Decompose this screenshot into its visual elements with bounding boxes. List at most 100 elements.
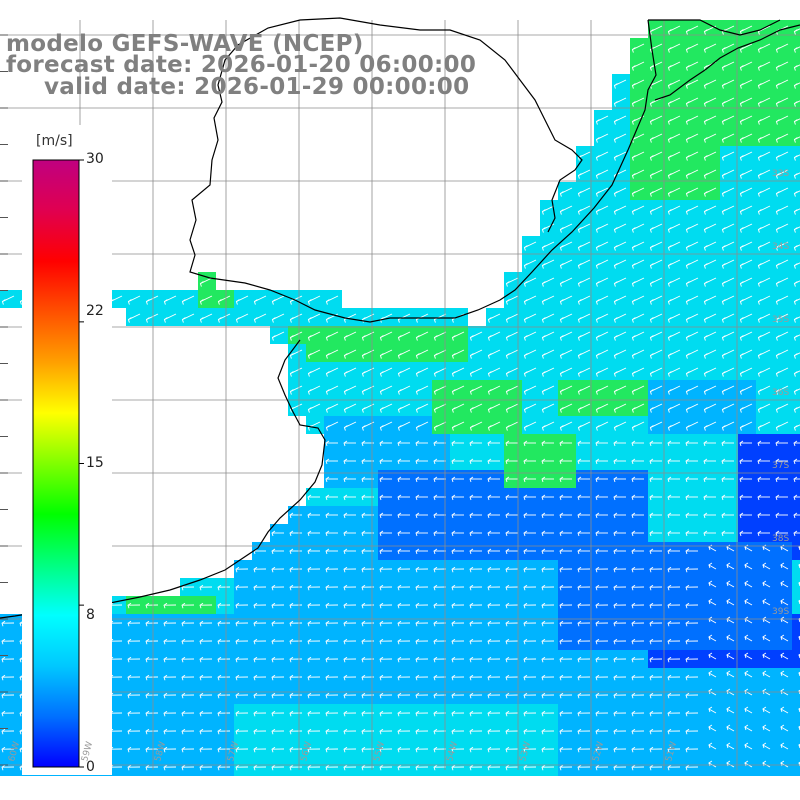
- wind-cell: [504, 272, 522, 290]
- wind-cell: [756, 650, 774, 668]
- wind-cell: [414, 326, 432, 344]
- wind-arrow-head: [397, 602, 402, 609]
- wind-cell: [432, 362, 450, 380]
- wind-arrow-head: [649, 656, 654, 663]
- wind-arrow-head: [181, 674, 186, 681]
- wind-arrow-head: [757, 47, 762, 53]
- wind-arrow-head: [433, 728, 438, 735]
- wind-arrow-head: [793, 512, 798, 519]
- wind-cell: [756, 722, 774, 740]
- wind-arrow-head: [217, 764, 222, 771]
- wind-cell: [702, 182, 720, 200]
- wind-cell: [288, 380, 306, 398]
- wind-arrow: [780, 708, 789, 714]
- wind-cell: [684, 362, 702, 380]
- wind-arrow-head: [361, 764, 366, 771]
- wind-cell: [720, 92, 738, 110]
- wind-arrow-head: [649, 566, 654, 573]
- wind-arrow: [744, 744, 753, 750]
- wind-arrow-head: [325, 299, 330, 305]
- wind-arrow-head: [343, 425, 348, 431]
- wind-cell: [630, 272, 648, 290]
- wind-cell: [504, 290, 522, 308]
- wind-arrow-head: [397, 656, 402, 663]
- wind-arrow-head: [523, 764, 528, 771]
- wind-cell: [594, 308, 612, 326]
- wind-arrow-head: [379, 584, 384, 591]
- wind-arrow-head: [595, 728, 600, 735]
- wind-arrow-head: [307, 407, 312, 413]
- wind-arrow-head: [379, 638, 384, 645]
- wind-cell: [702, 632, 720, 650]
- wind-arrow-head: [775, 458, 780, 465]
- wind-arrow-head: [685, 335, 690, 341]
- wind-arrow: [726, 636, 735, 642]
- wind-arrow-head: [649, 620, 654, 627]
- wind-arrow-head: [649, 389, 654, 395]
- wind-cell: [702, 200, 720, 218]
- wind-arrow-head: [577, 638, 582, 645]
- wind-arrow-head: [127, 299, 132, 305]
- wind-arrow: [744, 726, 753, 732]
- wind-arrow-head: [541, 566, 546, 573]
- wind-arrow-head: [379, 566, 384, 573]
- wind-arrow-head: [523, 425, 528, 431]
- wind-arrow: [744, 546, 753, 552]
- wind-arrow-head: [397, 620, 402, 627]
- wind-cell: [792, 632, 800, 650]
- wind-cell: [756, 218, 774, 236]
- wind-arrow-head: [703, 530, 708, 537]
- wind-arrow-head: [487, 620, 492, 627]
- wind-arrow-head: [613, 137, 618, 143]
- wind-cell: [720, 704, 738, 722]
- wind-arrow-head: [631, 566, 636, 573]
- wind-arrow-head: [145, 764, 150, 771]
- wind-cell: [522, 272, 540, 290]
- wind-cell: [774, 200, 792, 218]
- wind-cell: [558, 254, 576, 272]
- wind-cell: [630, 308, 648, 326]
- wind-arrow-head: [667, 155, 672, 161]
- wind-arrow-head: [721, 209, 726, 215]
- wind-cell: [576, 146, 594, 164]
- wind-arrow: [780, 564, 789, 570]
- wind-cell: [540, 362, 558, 380]
- wind-arrow-head: [739, 29, 744, 35]
- wind-arrow-head: [649, 746, 654, 753]
- wind-arrow-head: [505, 692, 510, 699]
- wind-arrow-head: [780, 742, 785, 749]
- wind-cell: [432, 326, 450, 344]
- wind-cell: [360, 308, 378, 326]
- wind-arrow: [762, 654, 771, 660]
- wind-cell: [630, 200, 648, 218]
- wind-arrow-head: [739, 299, 744, 305]
- wind-arrow-head: [649, 155, 654, 161]
- wind-arrow: [708, 618, 717, 624]
- wind-arrow-head: [685, 764, 690, 771]
- wind-arrow-head: [307, 764, 312, 771]
- wind-cell: [612, 218, 630, 236]
- wind-arrow-head: [667, 512, 672, 519]
- wind-cell: [792, 218, 800, 236]
- wind-arrow-head: [721, 101, 726, 107]
- wind-arrow-head: [721, 83, 726, 89]
- wind-arrow-head: [649, 530, 654, 537]
- wind-cell: [792, 236, 800, 254]
- wind-cell: [612, 272, 630, 290]
- wind-cell: [684, 182, 702, 200]
- wind-cell: [792, 542, 800, 560]
- wind-arrow-head: [127, 728, 132, 735]
- wind-arrow-head: [631, 389, 636, 395]
- wind-arrow-head: [523, 389, 528, 395]
- wind-arrow-head: [541, 389, 546, 395]
- wind-cell: [702, 398, 720, 416]
- wind-arrow-head: [271, 602, 276, 609]
- wind-cell: [792, 128, 800, 146]
- wind-arrow-head: [1, 728, 6, 735]
- wind-arrow-head: [577, 263, 582, 269]
- wind-arrow-head: [415, 476, 420, 483]
- wind-cell: [540, 416, 558, 434]
- wind-arrow-head: [307, 317, 312, 323]
- wind-arrow-head: [469, 530, 474, 537]
- wind-arrow-head: [505, 728, 510, 735]
